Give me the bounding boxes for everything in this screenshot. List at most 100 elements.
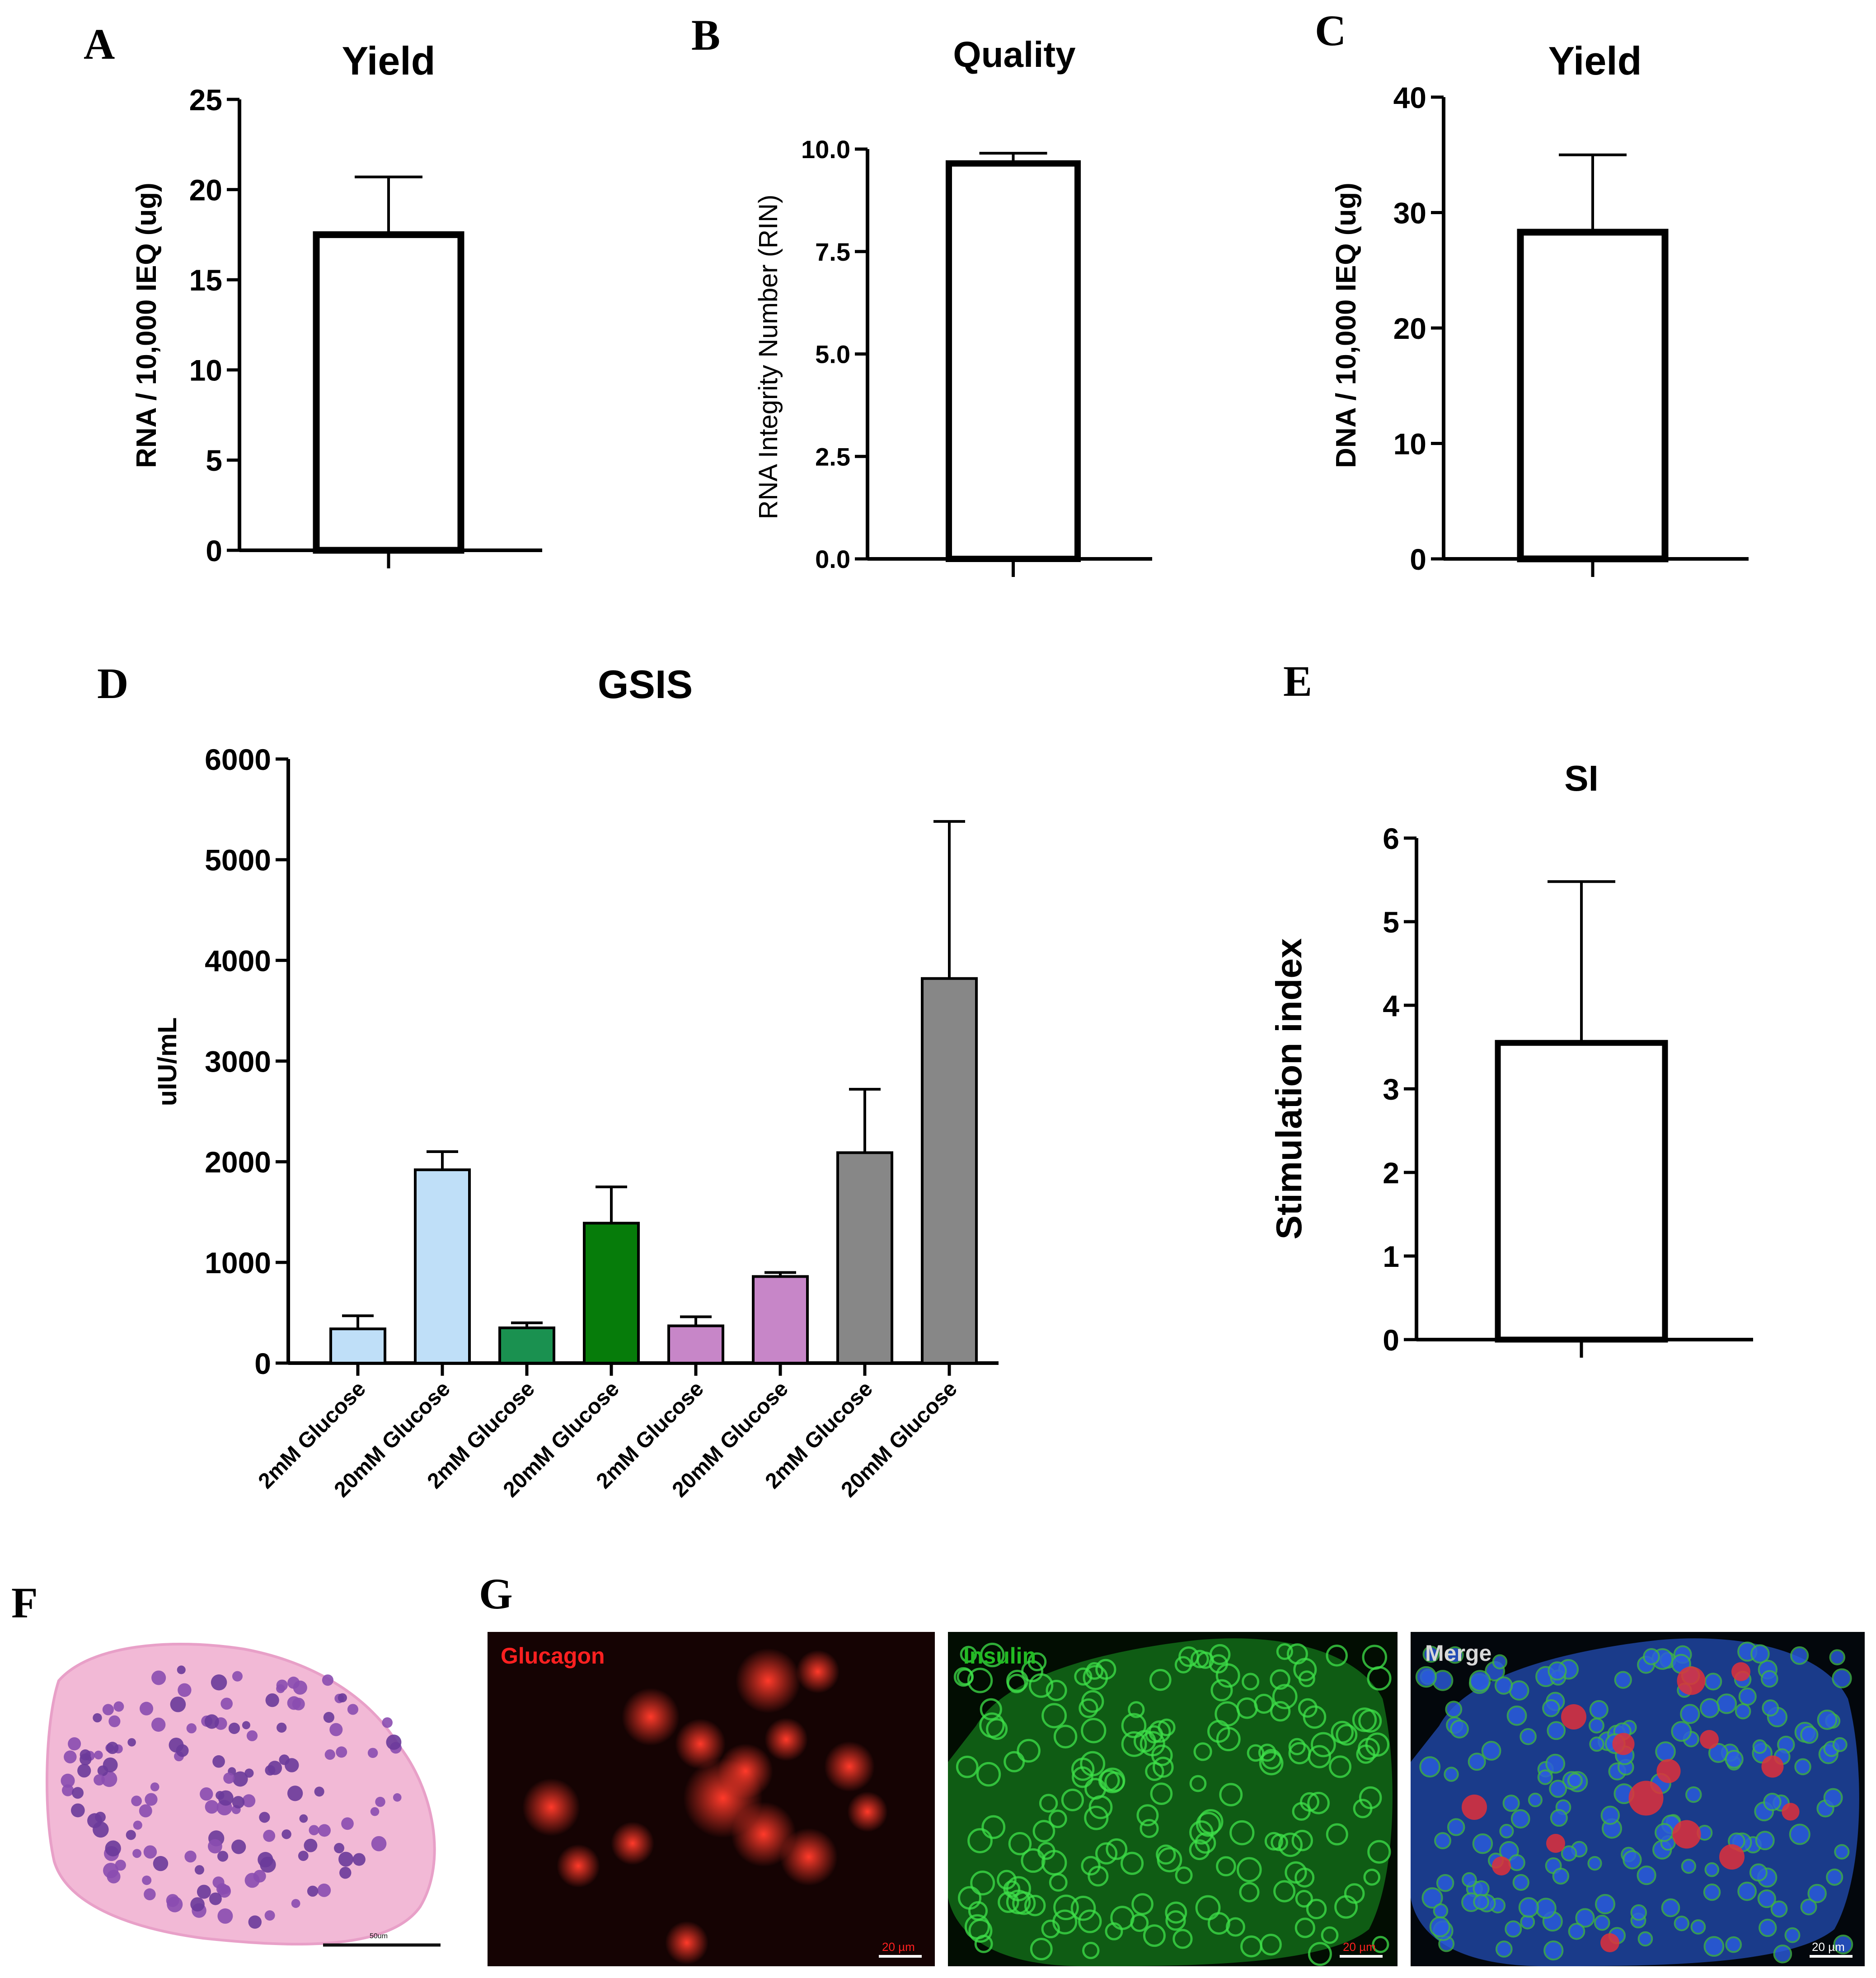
nucleus — [309, 1825, 319, 1836]
insulin-cell — [1165, 1901, 1187, 1924]
glucagon-cell — [780, 1828, 838, 1886]
insulin-cell — [1193, 1742, 1212, 1761]
y-tick-label: 10 — [1393, 427, 1426, 460]
y-tick-label: 3 — [1383, 1073, 1399, 1106]
merge-glucagon-cell — [1677, 1666, 1706, 1695]
merge-cell — [1770, 1900, 1788, 1918]
nucleus — [324, 1749, 335, 1760]
insulin-cell — [1209, 1654, 1229, 1673]
insulin-cell — [1004, 1751, 1025, 1772]
merge-cell — [1661, 1898, 1680, 1917]
panel-letter-g: G — [479, 1570, 513, 1618]
y-tick-label: 1000 — [205, 1246, 271, 1280]
insulin-cell — [1143, 1924, 1166, 1947]
insulin-cell — [1247, 1744, 1265, 1762]
insulin-cell — [1032, 1820, 1055, 1842]
bar — [1517, 229, 1669, 562]
merge-cell — [1752, 1739, 1767, 1754]
nucleus — [307, 1885, 319, 1897]
chart-title: Yield — [342, 38, 435, 83]
panel-letter-c: C — [1315, 6, 1346, 55]
merge-cell — [1637, 1931, 1653, 1947]
merge-cell — [1505, 1920, 1522, 1938]
insulin-cell — [1021, 1848, 1046, 1873]
nucleus — [231, 1839, 246, 1854]
insulin-cell — [1150, 1782, 1173, 1805]
insulin-cell — [1053, 1894, 1079, 1921]
nucleus — [317, 1883, 331, 1897]
merge-glucagon-cell — [1719, 1844, 1745, 1870]
y-tick-label: 30 — [1393, 196, 1426, 230]
insulin-cell — [986, 1718, 1008, 1740]
nucleus — [169, 1738, 184, 1753]
histology-image: 50um — [0, 1626, 456, 1965]
insulin-cell — [1106, 1838, 1128, 1860]
merge-cell — [1704, 1673, 1722, 1691]
insulin-cell — [1053, 1725, 1078, 1748]
insulin-cell — [1121, 1731, 1147, 1757]
insulin-cell — [1216, 1856, 1236, 1877]
merge-cell — [1735, 1703, 1751, 1720]
merge-cell — [1589, 1736, 1604, 1752]
insulin-cell — [1079, 1698, 1098, 1718]
merge-cell — [1545, 1753, 1566, 1774]
insulin-cell — [1291, 1830, 1313, 1851]
insulin-cell — [1006, 1889, 1031, 1914]
insulin-cell — [1041, 1919, 1060, 1939]
merge-glucagon-cell — [1492, 1856, 1511, 1875]
y-tick-label: 40 — [1393, 81, 1426, 114]
insulin-cell — [1326, 1645, 1348, 1667]
y-tick-label: 20 — [189, 173, 222, 206]
merge-glucagon-cell — [1672, 1820, 1701, 1849]
merge-cell — [1738, 1687, 1757, 1706]
nucleus — [264, 1910, 275, 1921]
merge-cell — [1419, 1756, 1441, 1778]
nucleus — [248, 1915, 262, 1929]
insulin-cell — [1259, 1751, 1284, 1776]
merge-cell — [1716, 1693, 1737, 1714]
bar — [329, 1327, 386, 1364]
nucleus — [299, 1814, 308, 1823]
insulin-cell — [1128, 1701, 1145, 1718]
merge-cell — [1685, 1786, 1702, 1803]
merge-cell — [1436, 1874, 1454, 1892]
insulin-cell — [1225, 1917, 1245, 1937]
panel-letter-f: F — [11, 1579, 38, 1627]
insulin-cell — [1242, 1673, 1260, 1691]
bar — [667, 1324, 724, 1365]
insulin-cell — [1099, 1767, 1126, 1793]
glucagon-cell — [736, 1648, 801, 1713]
nucleus — [77, 1763, 91, 1778]
insulin-cell — [1072, 1766, 1093, 1788]
glucagon-cell — [718, 1744, 773, 1799]
nucleus — [107, 1870, 121, 1884]
y-tick-label: 15 — [189, 263, 222, 297]
merge-glucagon-cell — [1782, 1803, 1800, 1821]
merge-cell — [1763, 1793, 1782, 1811]
insulin-cell — [1303, 1705, 1327, 1729]
insulin-cell — [1270, 1701, 1291, 1722]
glucagon-cell — [796, 1650, 840, 1693]
nucleus — [223, 1772, 235, 1784]
merge-cell — [1703, 1883, 1721, 1901]
insulin-cell — [1273, 1880, 1296, 1903]
nucleus — [177, 1665, 186, 1674]
nucleus — [200, 1787, 213, 1801]
nucleus — [61, 1784, 74, 1796]
fluorescence-insulin-image — [948, 1632, 1398, 1966]
y-tick-label: 7.5 — [815, 238, 850, 266]
nucleus — [204, 1714, 219, 1729]
insulin-cell — [970, 1870, 995, 1896]
insulin-cell — [1006, 1669, 1029, 1692]
y-tick-label: 5 — [206, 444, 222, 477]
chart-title: Quality — [953, 34, 1076, 75]
insulin-cell — [1352, 1707, 1377, 1732]
nucleus — [178, 1683, 192, 1697]
y-axis-label: RNA Integrity Number (RIN) — [754, 195, 783, 520]
y-tick-label: 20 — [1393, 312, 1426, 345]
bar — [1495, 1040, 1668, 1343]
nucleus — [212, 1755, 225, 1768]
merge-cell — [1510, 1809, 1530, 1829]
nucleus — [281, 1829, 291, 1839]
glucagon-cell — [611, 1822, 654, 1865]
